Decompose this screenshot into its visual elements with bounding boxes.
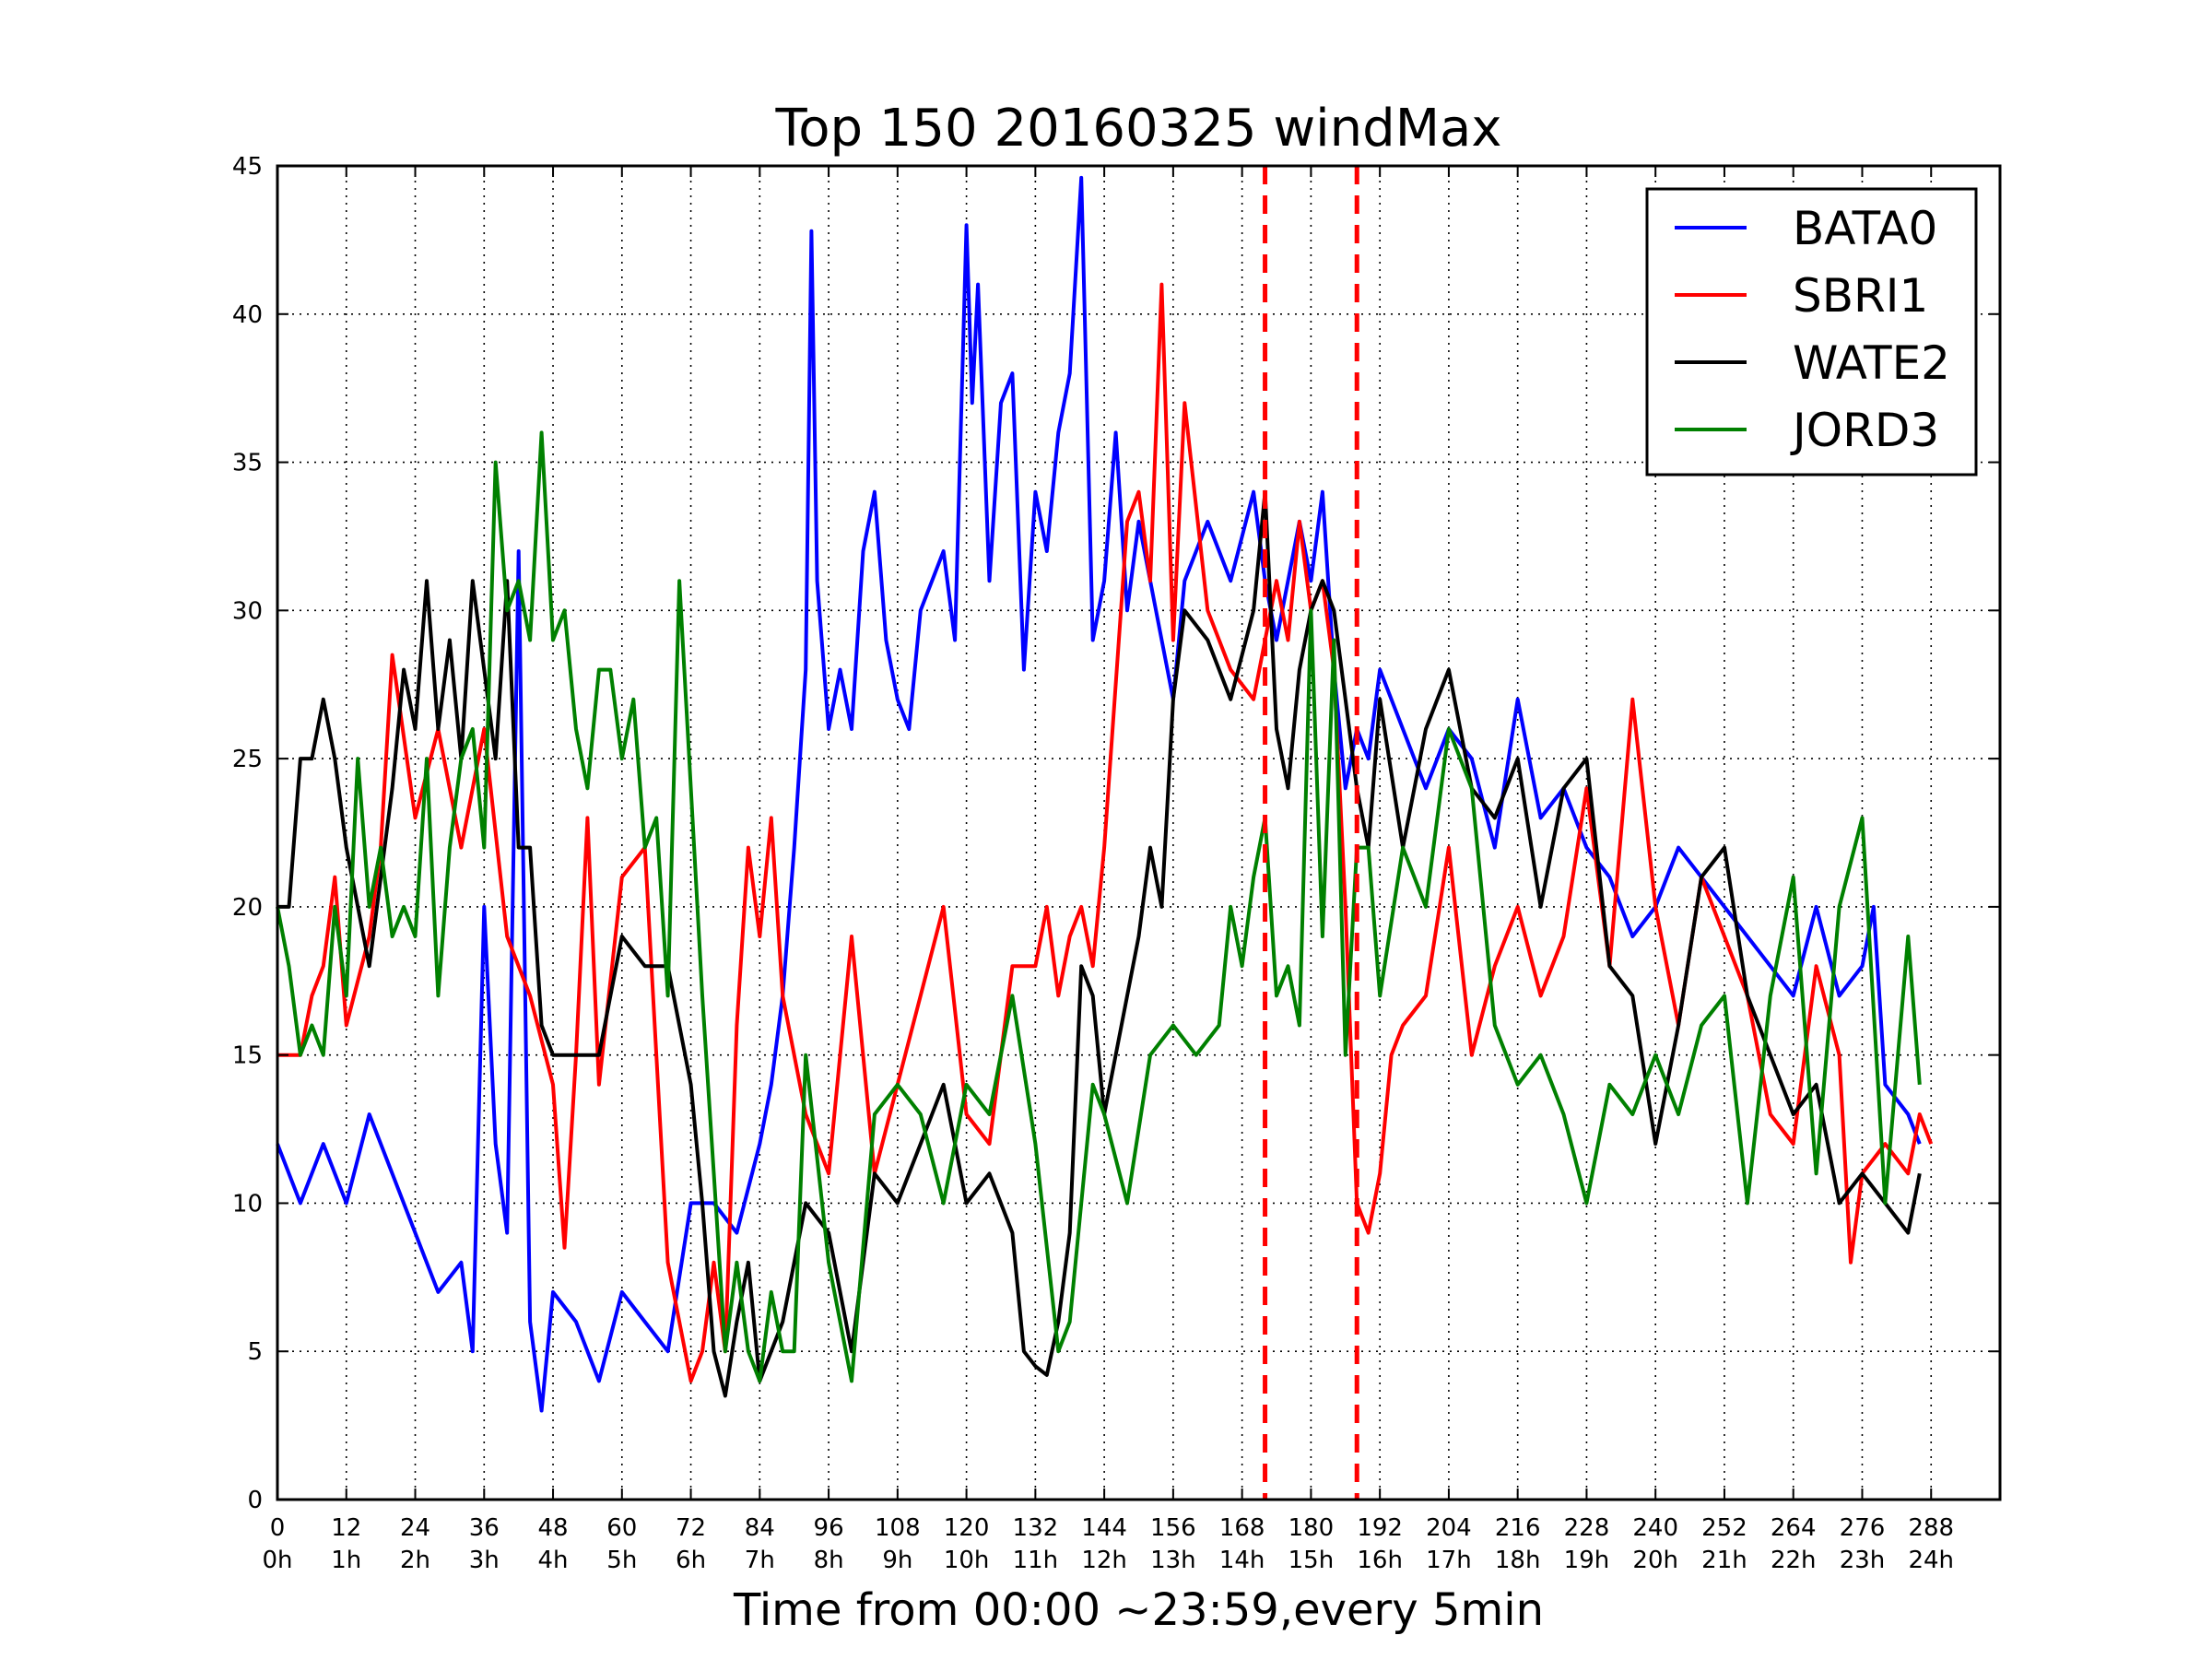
x-tick-hour-label: 9h: [882, 1547, 912, 1574]
x-tick-hour-label: 1h: [331, 1547, 361, 1574]
x-tick-label: 228: [1564, 1514, 1610, 1542]
series-line-jord3: [276, 430, 1922, 1383]
x-tick-hour-label: 12h: [1081, 1547, 1127, 1574]
x-tick-hour-label: 15h: [1288, 1547, 1335, 1574]
series-line-wate2: [277, 489, 1922, 1398]
x-tick-label: 72: [676, 1514, 706, 1542]
x-tick-label: 204: [1426, 1514, 1472, 1542]
x-tick-label: 216: [1495, 1514, 1541, 1542]
x-tick-hour-label: 6h: [676, 1547, 706, 1574]
x-tick-hour-label: 8h: [814, 1547, 844, 1574]
legend-box: [1645, 187, 1978, 477]
y-tick-label: 45: [232, 153, 263, 181]
series-line-bata0: [276, 175, 1922, 1413]
x-tick-label: 264: [1771, 1514, 1817, 1542]
x-tick-label: 156: [1150, 1514, 1196, 1542]
x-tick-label: 96: [814, 1514, 844, 1542]
x-tick-label: 144: [1081, 1514, 1127, 1542]
x-tick-hour-label: 23h: [1840, 1547, 1886, 1574]
legend-label: JORD3: [1790, 404, 1939, 457]
x-tick-hour-label: 11h: [1013, 1547, 1059, 1574]
x-tick-label: 168: [1219, 1514, 1265, 1542]
x-tick-hour-label: 10h: [944, 1547, 990, 1574]
y-tick-label: 5: [247, 1338, 263, 1366]
reference-lines: [1263, 166, 1359, 1500]
x-tick-label: 132: [1013, 1514, 1059, 1542]
x-tick-hour-label: 14h: [1219, 1547, 1265, 1574]
y-tick-label: 15: [232, 1042, 263, 1070]
x-tick-label: 24: [400, 1514, 430, 1542]
x-tick-hour-label: 7h: [745, 1547, 775, 1574]
y-tick-label: 0: [247, 1487, 263, 1514]
x-tick-label: 48: [537, 1514, 568, 1542]
x-tick-label: 180: [1288, 1514, 1335, 1542]
x-tick-hour-label: 16h: [1357, 1547, 1403, 1574]
y-tick-label: 25: [232, 746, 263, 773]
y-tick-label: 40: [232, 301, 263, 329]
x-tick-hour-label: 22h: [1771, 1547, 1817, 1574]
x-tick-hour-label: 5h: [606, 1547, 637, 1574]
x-tick-hour-label: 0h: [262, 1547, 292, 1574]
y-tick-label: 30: [232, 597, 263, 625]
x-tick-label: 36: [469, 1514, 500, 1542]
x-tick-hour-label: 21h: [1701, 1547, 1747, 1574]
x-tick-label: 252: [1701, 1514, 1747, 1542]
x-tick-label: 288: [1908, 1514, 1954, 1542]
x-tick-hour-label: 17h: [1426, 1547, 1472, 1574]
y-tick-label: 35: [232, 450, 263, 477]
y-tick-label: 20: [232, 894, 263, 922]
x-tick-hour-label: 4h: [538, 1547, 569, 1574]
x-tick-label: 240: [1632, 1514, 1678, 1542]
x-tick-label: 60: [606, 1514, 637, 1542]
x-tick-hour-label: 3h: [469, 1547, 500, 1574]
x-axis-label: Time from 00:00 ~23:59,every 5min: [733, 1584, 1544, 1636]
plot-area-frame: [276, 164, 2002, 1501]
legend: BATA0 SBRI1 WATE2 JORD3: [1645, 187, 1978, 477]
x-tick-label: 0: [270, 1514, 286, 1542]
x-tick-label: 120: [944, 1514, 990, 1542]
x-tick-hour-label: 13h: [1150, 1547, 1196, 1574]
legend-label: WATE2: [1793, 336, 1950, 390]
x-tick-hour-label: 24h: [1908, 1547, 1954, 1574]
y-tick-label: 10: [232, 1190, 263, 1218]
legend-label: SBRI1: [1793, 269, 1928, 323]
chart-title: Top 150 20160325 windMax: [775, 99, 1502, 159]
x-tick-label: 12: [331, 1514, 361, 1542]
axis-ticks: 0 0h 12 1h 24 2h 36 3h 48 4h 60 5h 72 6h 84 7h 96 8h 108 9h…: [232, 153, 2000, 1574]
x-tick-hour-label: 20h: [1632, 1547, 1678, 1574]
legend-label: BATA0: [1793, 202, 1937, 255]
x-tick-hour-label: 18h: [1495, 1547, 1541, 1574]
x-tick-label: 108: [875, 1514, 921, 1542]
x-tick-label: 276: [1840, 1514, 1886, 1542]
series-lines: [276, 175, 1934, 1413]
x-tick-hour-label: 19h: [1564, 1547, 1610, 1574]
x-tick-label: 84: [745, 1514, 775, 1542]
x-tick-label: 192: [1357, 1514, 1403, 1542]
x-tick-hour-label: 2h: [400, 1547, 430, 1574]
